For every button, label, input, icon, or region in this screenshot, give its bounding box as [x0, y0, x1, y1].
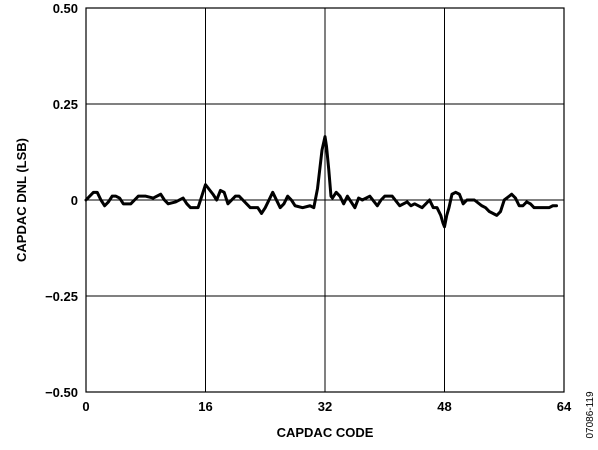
- x-tick-label: 16: [198, 399, 212, 414]
- grid-lines: [86, 8, 564, 392]
- x-tick-label: 0: [82, 399, 89, 414]
- x-tick-label: 48: [437, 399, 451, 414]
- y-tick-label: 0.50: [53, 1, 78, 16]
- x-tick-label: 32: [318, 399, 332, 414]
- x-tick-label: 64: [557, 399, 572, 414]
- y-tick-label: −0.25: [45, 289, 78, 304]
- y-tick-label: 0.25: [53, 97, 78, 112]
- y-tick-label: 0: [71, 193, 78, 208]
- x-axis-title: CAPDAC CODE: [277, 425, 374, 440]
- y-tick-label: −0.50: [45, 385, 78, 400]
- y-tick-labels: 0.50 0.25 0 −0.25 −0.50: [45, 1, 78, 400]
- series-line: [84, 135, 559, 229]
- y-axis-title: CAPDAC DNL (LSB): [14, 138, 29, 262]
- x-tick-labels: 0 16 32 48 64: [82, 399, 572, 414]
- figure-id: 07086-119: [585, 391, 596, 439]
